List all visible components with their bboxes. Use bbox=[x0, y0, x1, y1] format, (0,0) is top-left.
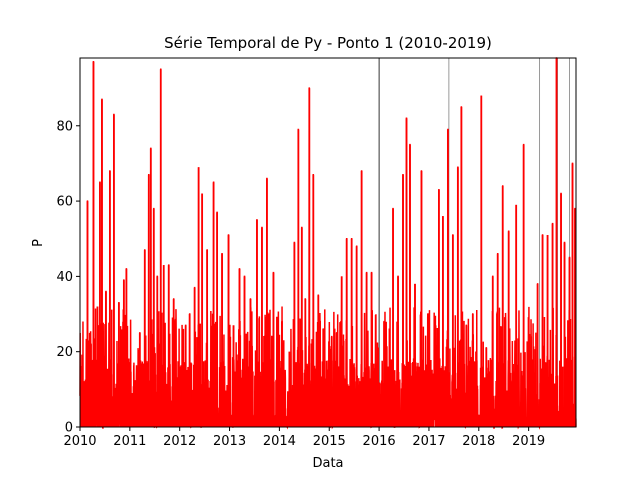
x-tick-label: 2010 bbox=[63, 434, 96, 449]
x-tick-label: 2018 bbox=[462, 434, 495, 449]
y-tick-label: 40 bbox=[56, 270, 73, 285]
x-tick-label: 2012 bbox=[163, 434, 196, 449]
y-tick-label: 60 bbox=[56, 195, 73, 210]
y-tick-label: 0 bbox=[65, 421, 73, 436]
y-axis-label: P bbox=[31, 239, 46, 247]
chart-title: Série Temporal de Py - Ponto 1 (2010-201… bbox=[164, 34, 492, 52]
x-tick-label: 2014 bbox=[263, 434, 296, 449]
x-tick-label: 2019 bbox=[512, 434, 545, 449]
x-tick-label: 2015 bbox=[313, 434, 346, 449]
x-tick-label: 2011 bbox=[113, 434, 146, 449]
x-tick-label: 2016 bbox=[363, 434, 396, 449]
x-axis-label: Data bbox=[312, 456, 343, 471]
x-tick-label: 2017 bbox=[412, 434, 445, 449]
x-tick-label: 2013 bbox=[213, 434, 246, 449]
y-tick-label: 20 bbox=[56, 345, 73, 360]
y-tick-label: 80 bbox=[56, 119, 73, 134]
